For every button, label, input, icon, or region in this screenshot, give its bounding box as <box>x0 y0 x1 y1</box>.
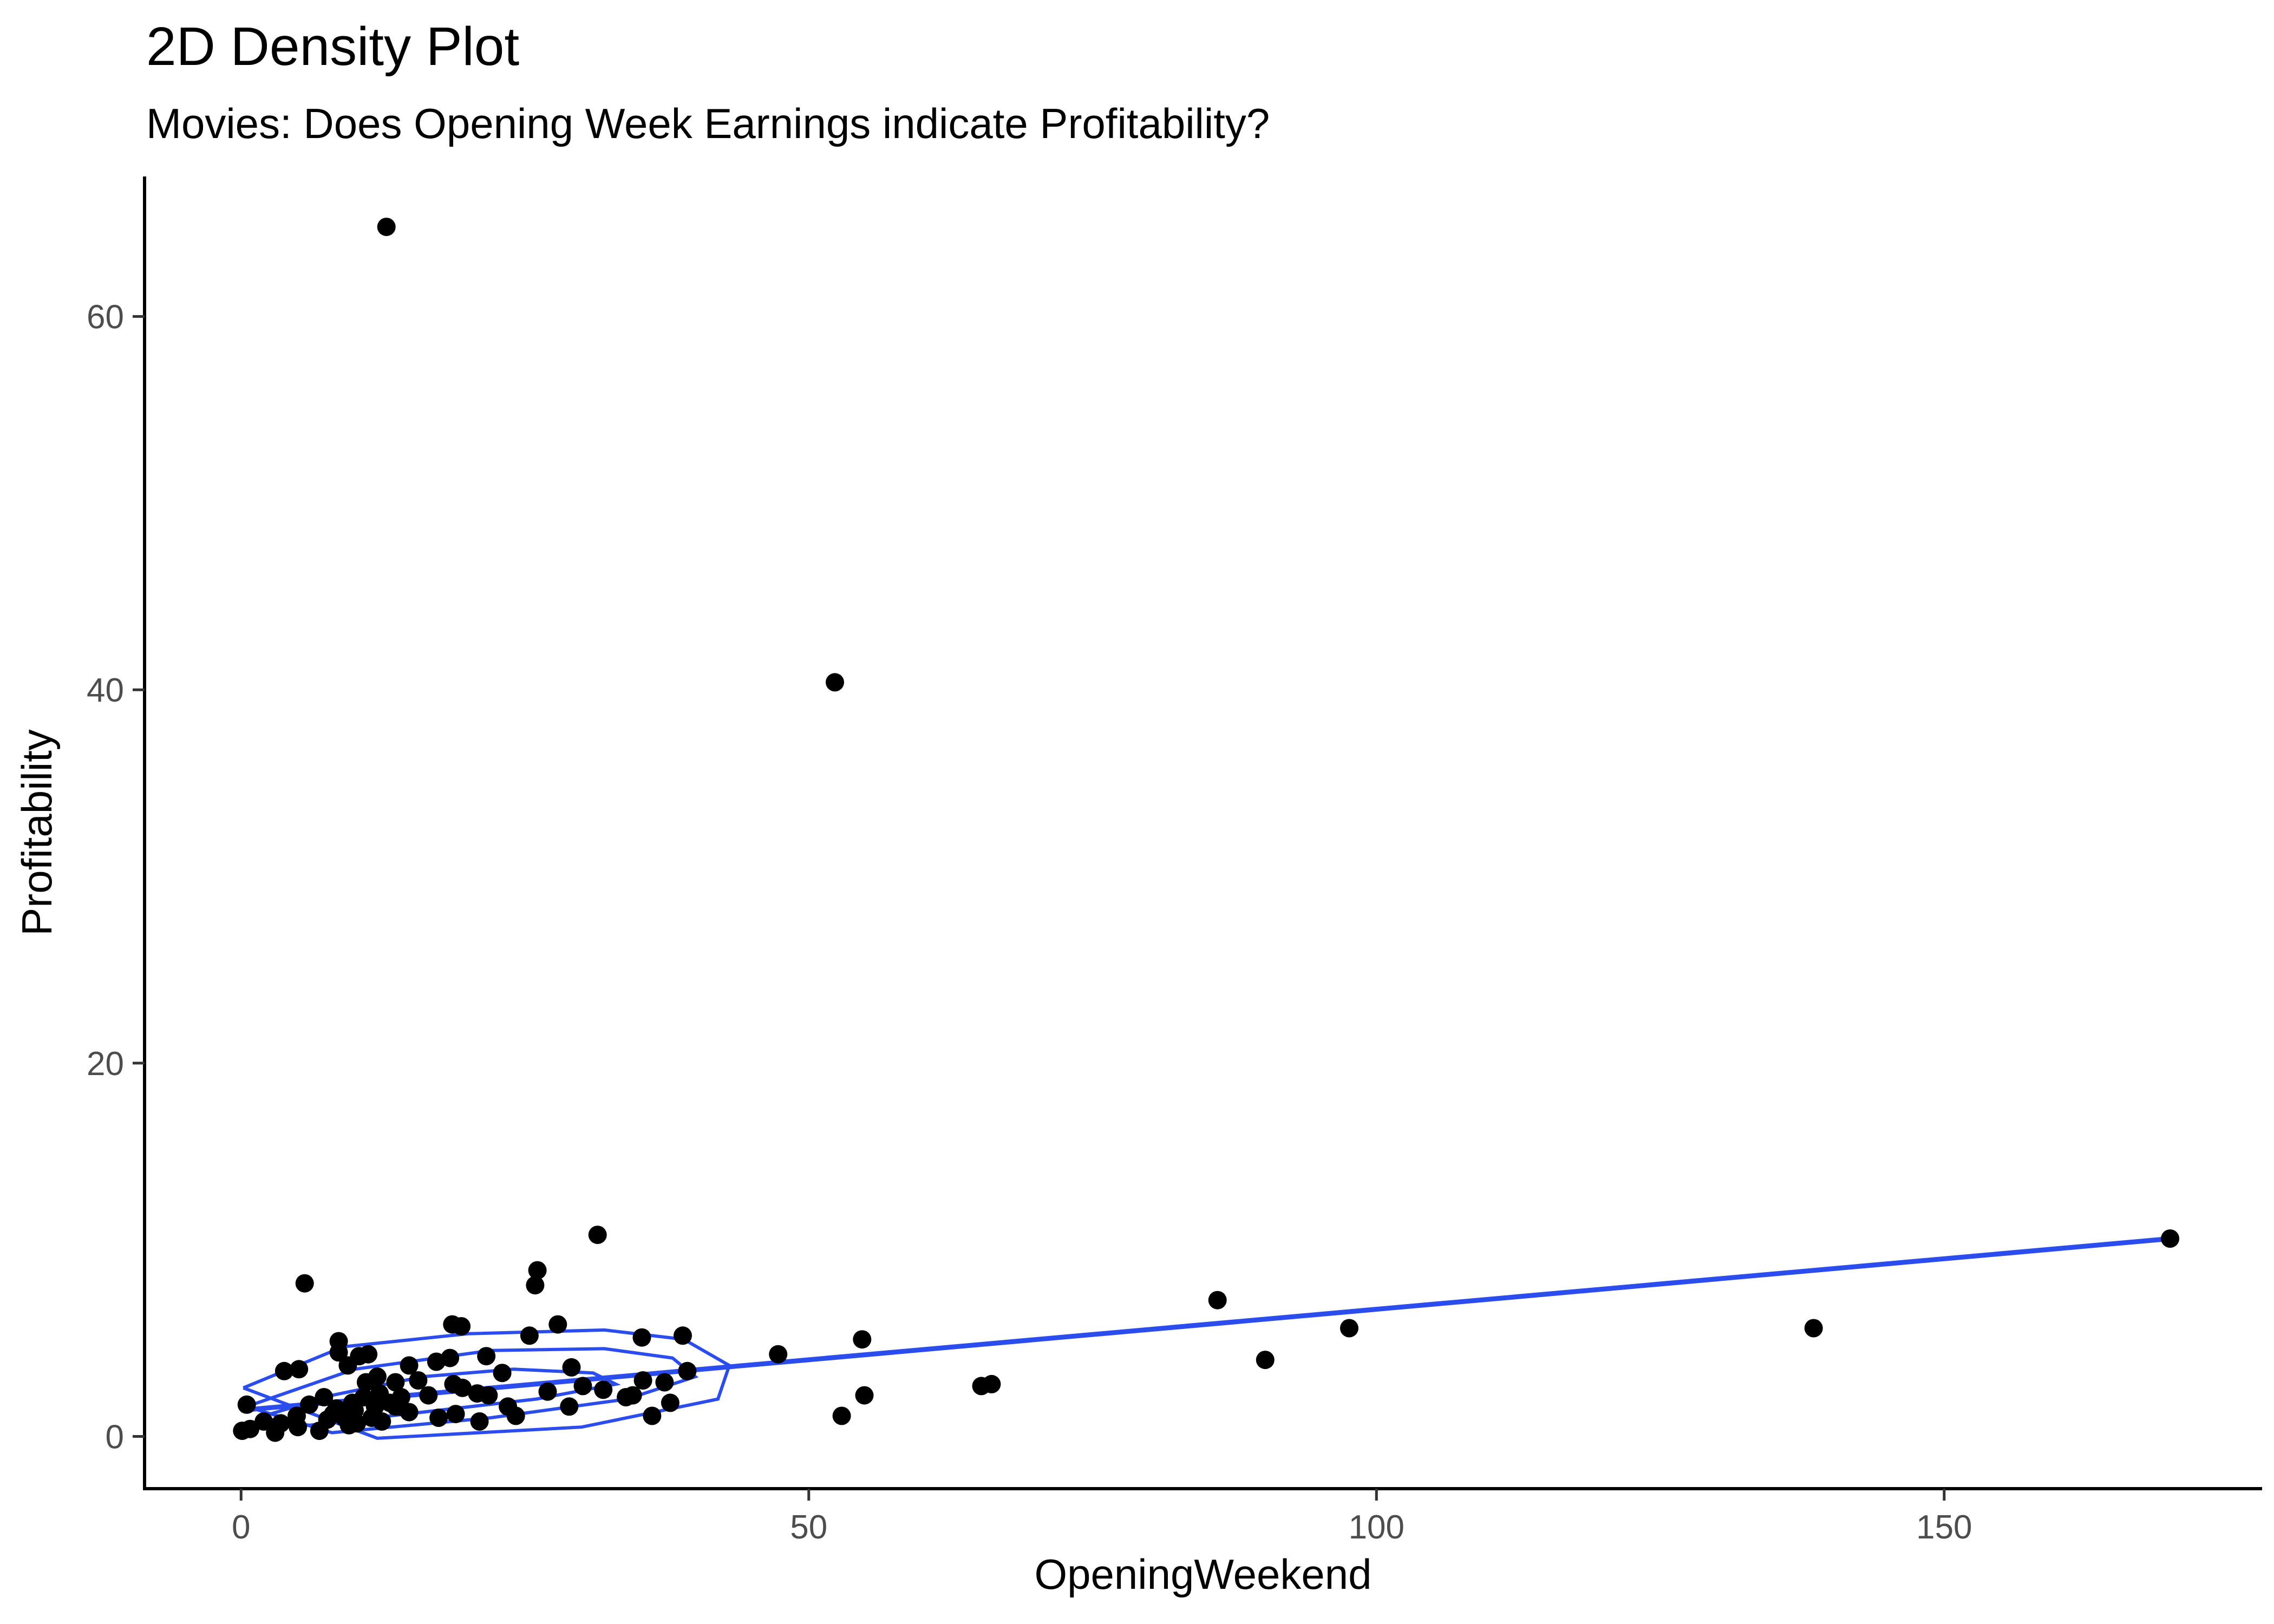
data-point <box>359 1345 378 1364</box>
data-point <box>271 1414 290 1433</box>
data-point <box>275 1361 293 1380</box>
scatter-points <box>233 218 2180 1442</box>
data-point <box>429 1409 448 1427</box>
data-point <box>373 1412 391 1431</box>
y-axis-title: Profitability <box>13 729 61 935</box>
data-point <box>386 1397 405 1416</box>
data-point <box>419 1386 438 1405</box>
data-point <box>329 1343 348 1362</box>
x-axis-title: OpeningWeekend <box>1034 1550 1371 1598</box>
data-point <box>506 1406 525 1425</box>
x-tick-label: 150 <box>1916 1509 1972 1546</box>
x-tick-label: 50 <box>790 1509 827 1546</box>
data-point <box>356 1373 375 1392</box>
data-point <box>2161 1229 2180 1248</box>
data-point <box>560 1397 579 1416</box>
data-point <box>1256 1351 1275 1370</box>
data-point <box>632 1328 651 1347</box>
data-point <box>377 218 396 237</box>
data-point <box>290 1360 309 1379</box>
data-point <box>335 1409 354 1427</box>
data-point <box>386 1373 405 1392</box>
data-point <box>633 1371 652 1390</box>
chart-subtitle: Movies: Does Opening Week Earnings indic… <box>146 100 1270 147</box>
smooth-trend-line <box>240 1236 2172 1413</box>
data-point <box>528 1261 547 1280</box>
y-axis-ticks: 0 20 40 60 <box>87 299 145 1456</box>
data-point <box>678 1361 697 1380</box>
data-point <box>409 1371 428 1390</box>
data-point <box>643 1406 662 1425</box>
data-point <box>548 1315 567 1334</box>
data-point <box>588 1226 607 1245</box>
density-contour <box>243 1328 731 1440</box>
y-tick-label: 20 <box>87 1045 124 1083</box>
data-point <box>674 1326 692 1345</box>
data-point <box>573 1377 592 1396</box>
data-point <box>300 1395 319 1414</box>
data-point <box>661 1393 679 1412</box>
data-point <box>441 1348 460 1367</box>
y-tick-label: 60 <box>87 299 124 336</box>
data-point <box>832 1406 851 1425</box>
x-axis-ticks: 0 50 100 150 <box>232 1489 1972 1546</box>
data-point <box>562 1358 581 1377</box>
data-point <box>365 1397 384 1416</box>
data-point <box>477 1347 496 1366</box>
data-point <box>446 1405 465 1424</box>
data-point <box>237 1395 256 1414</box>
data-point <box>594 1380 613 1399</box>
data-point <box>400 1356 419 1375</box>
data-point <box>623 1386 642 1405</box>
chart-title: 2D Density Plot <box>146 16 519 77</box>
data-point <box>520 1326 539 1345</box>
data-point <box>1340 1319 1358 1338</box>
x-tick-label: 100 <box>1349 1509 1404 1546</box>
y-tick-label: 0 <box>106 1418 124 1456</box>
data-point <box>470 1412 489 1431</box>
smooth-line <box>240 1236 2172 1413</box>
data-point <box>493 1364 512 1383</box>
y-tick-label: 40 <box>87 672 124 709</box>
data-point <box>468 1384 487 1403</box>
data-point <box>826 673 844 692</box>
data-point <box>254 1412 273 1431</box>
data-point <box>452 1317 471 1335</box>
data-point <box>769 1345 788 1364</box>
data-point <box>315 1388 334 1406</box>
data-point <box>241 1419 259 1438</box>
x-tick-label: 0 <box>232 1509 250 1546</box>
data-point <box>655 1373 674 1392</box>
data-point <box>982 1374 1001 1393</box>
data-point <box>853 1330 872 1349</box>
data-point <box>526 1276 545 1295</box>
data-point <box>538 1382 557 1401</box>
data-point <box>1804 1319 1823 1338</box>
data-point <box>289 1418 308 1437</box>
data-point <box>1208 1291 1227 1309</box>
data-point <box>453 1378 472 1397</box>
data-point <box>295 1274 314 1293</box>
data-point <box>338 1356 357 1375</box>
data-point <box>855 1386 874 1405</box>
